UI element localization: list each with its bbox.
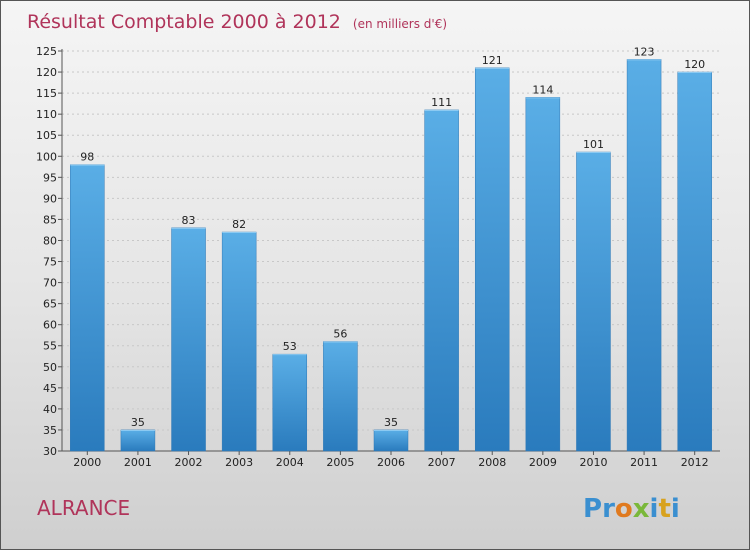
value-label-2004: 53: [283, 340, 297, 353]
bar-2011: [626, 59, 662, 452]
bar-2005: [323, 341, 358, 452]
bar-2002: [171, 227, 206, 452]
x-tick-label-2001: 2001: [124, 456, 152, 469]
y-tick-label: 90: [43, 192, 57, 205]
bar-2001: [120, 429, 156, 452]
value-label-2009: 114: [532, 83, 553, 96]
y-tick-label: 120: [36, 66, 57, 79]
axes: 30 35 40 45 50 55 60 65 70 75 80 85 90 95 100 105 110 115…: [36, 45, 720, 469]
value-label-2001: 35: [131, 416, 145, 429]
y-tick-label: 50: [43, 361, 57, 374]
value-label-2003: 82: [232, 218, 246, 231]
x-tick-label-2000: 2000: [73, 456, 101, 469]
x-tick-label-2003: 2003: [225, 456, 253, 469]
y-tick-label: 55: [43, 340, 57, 353]
chart-subtitle: (en milliers d'€): [353, 17, 447, 31]
bar-2003: [221, 231, 257, 452]
bar-2007: [424, 109, 459, 452]
y-tick-label: 85: [43, 213, 57, 226]
chart-title-text: Résultat Comptable 2000 à 2012: [27, 11, 341, 33]
x-tick-label-2005: 2005: [326, 456, 354, 469]
bars: [70, 59, 712, 452]
value-label-2006: 35: [384, 416, 398, 429]
bar-2008: [474, 67, 510, 452]
bar-2010: [576, 151, 611, 452]
bar-2012: [677, 71, 712, 452]
y-tick-label: 45: [43, 382, 57, 395]
x-tick-label-2002: 2002: [175, 456, 203, 469]
bar-2006: [373, 429, 409, 452]
x-tick-label-2012: 2012: [681, 456, 709, 469]
logo-letter: t: [658, 494, 670, 524]
y-tick-label: 70: [43, 277, 57, 290]
x-tick-label-2010: 2010: [579, 456, 607, 469]
y-tick-label: 105: [36, 129, 57, 142]
value-labels: 98 35 83 82 53 56 35 111 121 114 101 123 120: [80, 45, 705, 429]
y-tick-label: 60: [43, 319, 57, 332]
x-tick-label-2006: 2006: [377, 456, 405, 469]
bar-2009: [525, 97, 561, 452]
bar-2000: [70, 164, 105, 452]
y-tick-label: 100: [36, 150, 57, 163]
y-tick-label: 110: [36, 108, 57, 121]
value-label-2010: 101: [583, 138, 604, 151]
x-tick-label-2009: 2009: [529, 456, 557, 469]
y-tick-label: 75: [43, 256, 57, 269]
proxiti-logo: Proxiti: [583, 494, 680, 524]
value-label-2011: 123: [634, 45, 655, 58]
y-tick-label: 95: [43, 171, 57, 184]
y-tick-label: 65: [43, 298, 57, 311]
logo-letter: o: [615, 494, 633, 524]
x-tick-label-2004: 2004: [276, 456, 304, 469]
logo-letter: i: [671, 494, 680, 524]
y-tick-label: 115: [36, 87, 57, 100]
commune-name: ALRANCE: [37, 496, 130, 520]
value-label-2012: 120: [684, 58, 705, 71]
y-tick-label: 30: [43, 445, 57, 458]
logo-letter: x: [633, 494, 650, 524]
logo-letter: i: [650, 494, 659, 524]
x-tick-label-2011: 2011: [630, 456, 658, 469]
bar-2004: [272, 353, 308, 452]
x-tick-label-2007: 2007: [428, 456, 456, 469]
logo-letter: r: [602, 494, 615, 524]
value-label-2008: 121: [482, 54, 503, 67]
logo-letter: P: [583, 494, 602, 524]
y-tick-label: 35: [43, 424, 57, 437]
y-tick-label: 40: [43, 403, 57, 416]
chart-title: Résultat Comptable 2000 à 2012 (en millie…: [27, 11, 447, 33]
x-tick-label-2008: 2008: [478, 456, 506, 469]
value-label-2005: 56: [333, 328, 347, 341]
value-label-2007: 111: [431, 96, 452, 109]
grid-lines: [62, 50, 720, 452]
y-tick-label: 125: [36, 45, 57, 58]
value-label-2000: 98: [80, 151, 94, 164]
y-tick-label: 80: [43, 234, 57, 247]
value-label-2002: 83: [182, 214, 196, 227]
